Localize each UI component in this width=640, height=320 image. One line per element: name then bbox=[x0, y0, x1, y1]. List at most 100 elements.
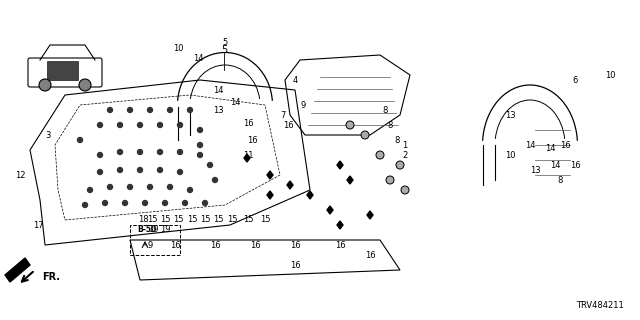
Text: TRV484211: TRV484211 bbox=[576, 300, 624, 309]
Circle shape bbox=[127, 108, 132, 113]
Text: 4: 4 bbox=[292, 76, 298, 84]
Text: 16: 16 bbox=[210, 241, 220, 250]
Text: 1: 1 bbox=[403, 140, 408, 149]
Circle shape bbox=[182, 201, 188, 205]
Circle shape bbox=[97, 170, 102, 174]
Text: 13: 13 bbox=[212, 106, 223, 115]
Text: B-50: B-50 bbox=[137, 226, 156, 235]
Polygon shape bbox=[267, 171, 273, 179]
Polygon shape bbox=[244, 154, 250, 162]
Circle shape bbox=[157, 149, 163, 155]
Text: 14: 14 bbox=[545, 143, 556, 153]
Text: 15: 15 bbox=[187, 215, 197, 225]
Polygon shape bbox=[347, 176, 353, 184]
Circle shape bbox=[127, 185, 132, 189]
Circle shape bbox=[177, 170, 182, 174]
Text: 15: 15 bbox=[227, 215, 237, 225]
Text: 14: 14 bbox=[193, 53, 204, 62]
Text: 5: 5 bbox=[221, 45, 227, 55]
Bar bbox=[130, 225, 180, 255]
Text: 19: 19 bbox=[160, 226, 170, 235]
Circle shape bbox=[188, 188, 193, 193]
Polygon shape bbox=[287, 181, 293, 189]
Polygon shape bbox=[337, 161, 343, 169]
Circle shape bbox=[168, 185, 173, 189]
Text: 10: 10 bbox=[605, 70, 615, 79]
Circle shape bbox=[198, 127, 202, 132]
Text: 16: 16 bbox=[335, 241, 346, 250]
Circle shape bbox=[198, 142, 202, 148]
Text: 5: 5 bbox=[222, 37, 228, 46]
Circle shape bbox=[118, 167, 122, 172]
Text: 2: 2 bbox=[403, 150, 408, 159]
Circle shape bbox=[386, 176, 394, 184]
Circle shape bbox=[202, 201, 207, 205]
Circle shape bbox=[108, 108, 113, 113]
Text: 15: 15 bbox=[200, 215, 211, 225]
Text: 15: 15 bbox=[212, 215, 223, 225]
Circle shape bbox=[396, 161, 404, 169]
Circle shape bbox=[102, 201, 108, 205]
Text: FR.: FR. bbox=[42, 272, 60, 282]
Circle shape bbox=[163, 201, 168, 205]
Circle shape bbox=[177, 123, 182, 127]
Text: 7: 7 bbox=[280, 110, 285, 119]
Text: 6: 6 bbox=[572, 76, 578, 84]
Circle shape bbox=[83, 203, 88, 207]
Circle shape bbox=[108, 185, 113, 189]
Text: 14: 14 bbox=[550, 161, 560, 170]
Polygon shape bbox=[337, 221, 343, 229]
Circle shape bbox=[346, 121, 354, 129]
Circle shape bbox=[79, 79, 91, 91]
Text: 17: 17 bbox=[33, 220, 44, 229]
Text: 14: 14 bbox=[212, 85, 223, 94]
Text: 14: 14 bbox=[230, 98, 240, 107]
Circle shape bbox=[177, 149, 182, 155]
Text: 16: 16 bbox=[246, 135, 257, 145]
Text: 16: 16 bbox=[243, 118, 253, 127]
Text: 10: 10 bbox=[505, 150, 515, 159]
Circle shape bbox=[97, 123, 102, 127]
Text: 16: 16 bbox=[170, 241, 180, 250]
Text: 16: 16 bbox=[365, 251, 375, 260]
Polygon shape bbox=[267, 191, 273, 199]
Text: 15: 15 bbox=[160, 215, 170, 225]
Polygon shape bbox=[307, 191, 313, 199]
Circle shape bbox=[138, 167, 143, 172]
Text: 15: 15 bbox=[260, 215, 270, 225]
Circle shape bbox=[147, 185, 152, 189]
Text: 13: 13 bbox=[530, 165, 540, 174]
Circle shape bbox=[157, 123, 163, 127]
Circle shape bbox=[77, 138, 83, 142]
Polygon shape bbox=[5, 258, 30, 282]
Circle shape bbox=[143, 201, 147, 205]
Text: 14: 14 bbox=[525, 140, 535, 149]
Circle shape bbox=[207, 163, 212, 167]
Text: 10: 10 bbox=[173, 44, 183, 52]
Circle shape bbox=[212, 178, 218, 182]
Text: 3: 3 bbox=[45, 131, 51, 140]
Circle shape bbox=[147, 108, 152, 113]
FancyBboxPatch shape bbox=[47, 61, 79, 81]
Text: 9: 9 bbox=[147, 241, 152, 250]
Text: 9: 9 bbox=[300, 100, 306, 109]
Circle shape bbox=[97, 153, 102, 157]
Text: 16: 16 bbox=[290, 241, 300, 250]
Text: 16: 16 bbox=[283, 121, 293, 130]
Text: 12: 12 bbox=[15, 171, 25, 180]
Text: 15: 15 bbox=[147, 215, 157, 225]
Circle shape bbox=[138, 149, 143, 155]
Text: 16: 16 bbox=[560, 140, 570, 149]
Circle shape bbox=[122, 201, 127, 205]
FancyBboxPatch shape bbox=[28, 58, 102, 87]
Circle shape bbox=[138, 123, 143, 127]
Circle shape bbox=[88, 188, 93, 193]
Circle shape bbox=[188, 108, 193, 113]
Polygon shape bbox=[367, 211, 373, 219]
Text: 8: 8 bbox=[557, 175, 563, 185]
Text: 8: 8 bbox=[382, 106, 388, 115]
Text: 15: 15 bbox=[173, 215, 183, 225]
Text: 19: 19 bbox=[148, 226, 158, 235]
Text: 15: 15 bbox=[243, 215, 253, 225]
Circle shape bbox=[118, 123, 122, 127]
